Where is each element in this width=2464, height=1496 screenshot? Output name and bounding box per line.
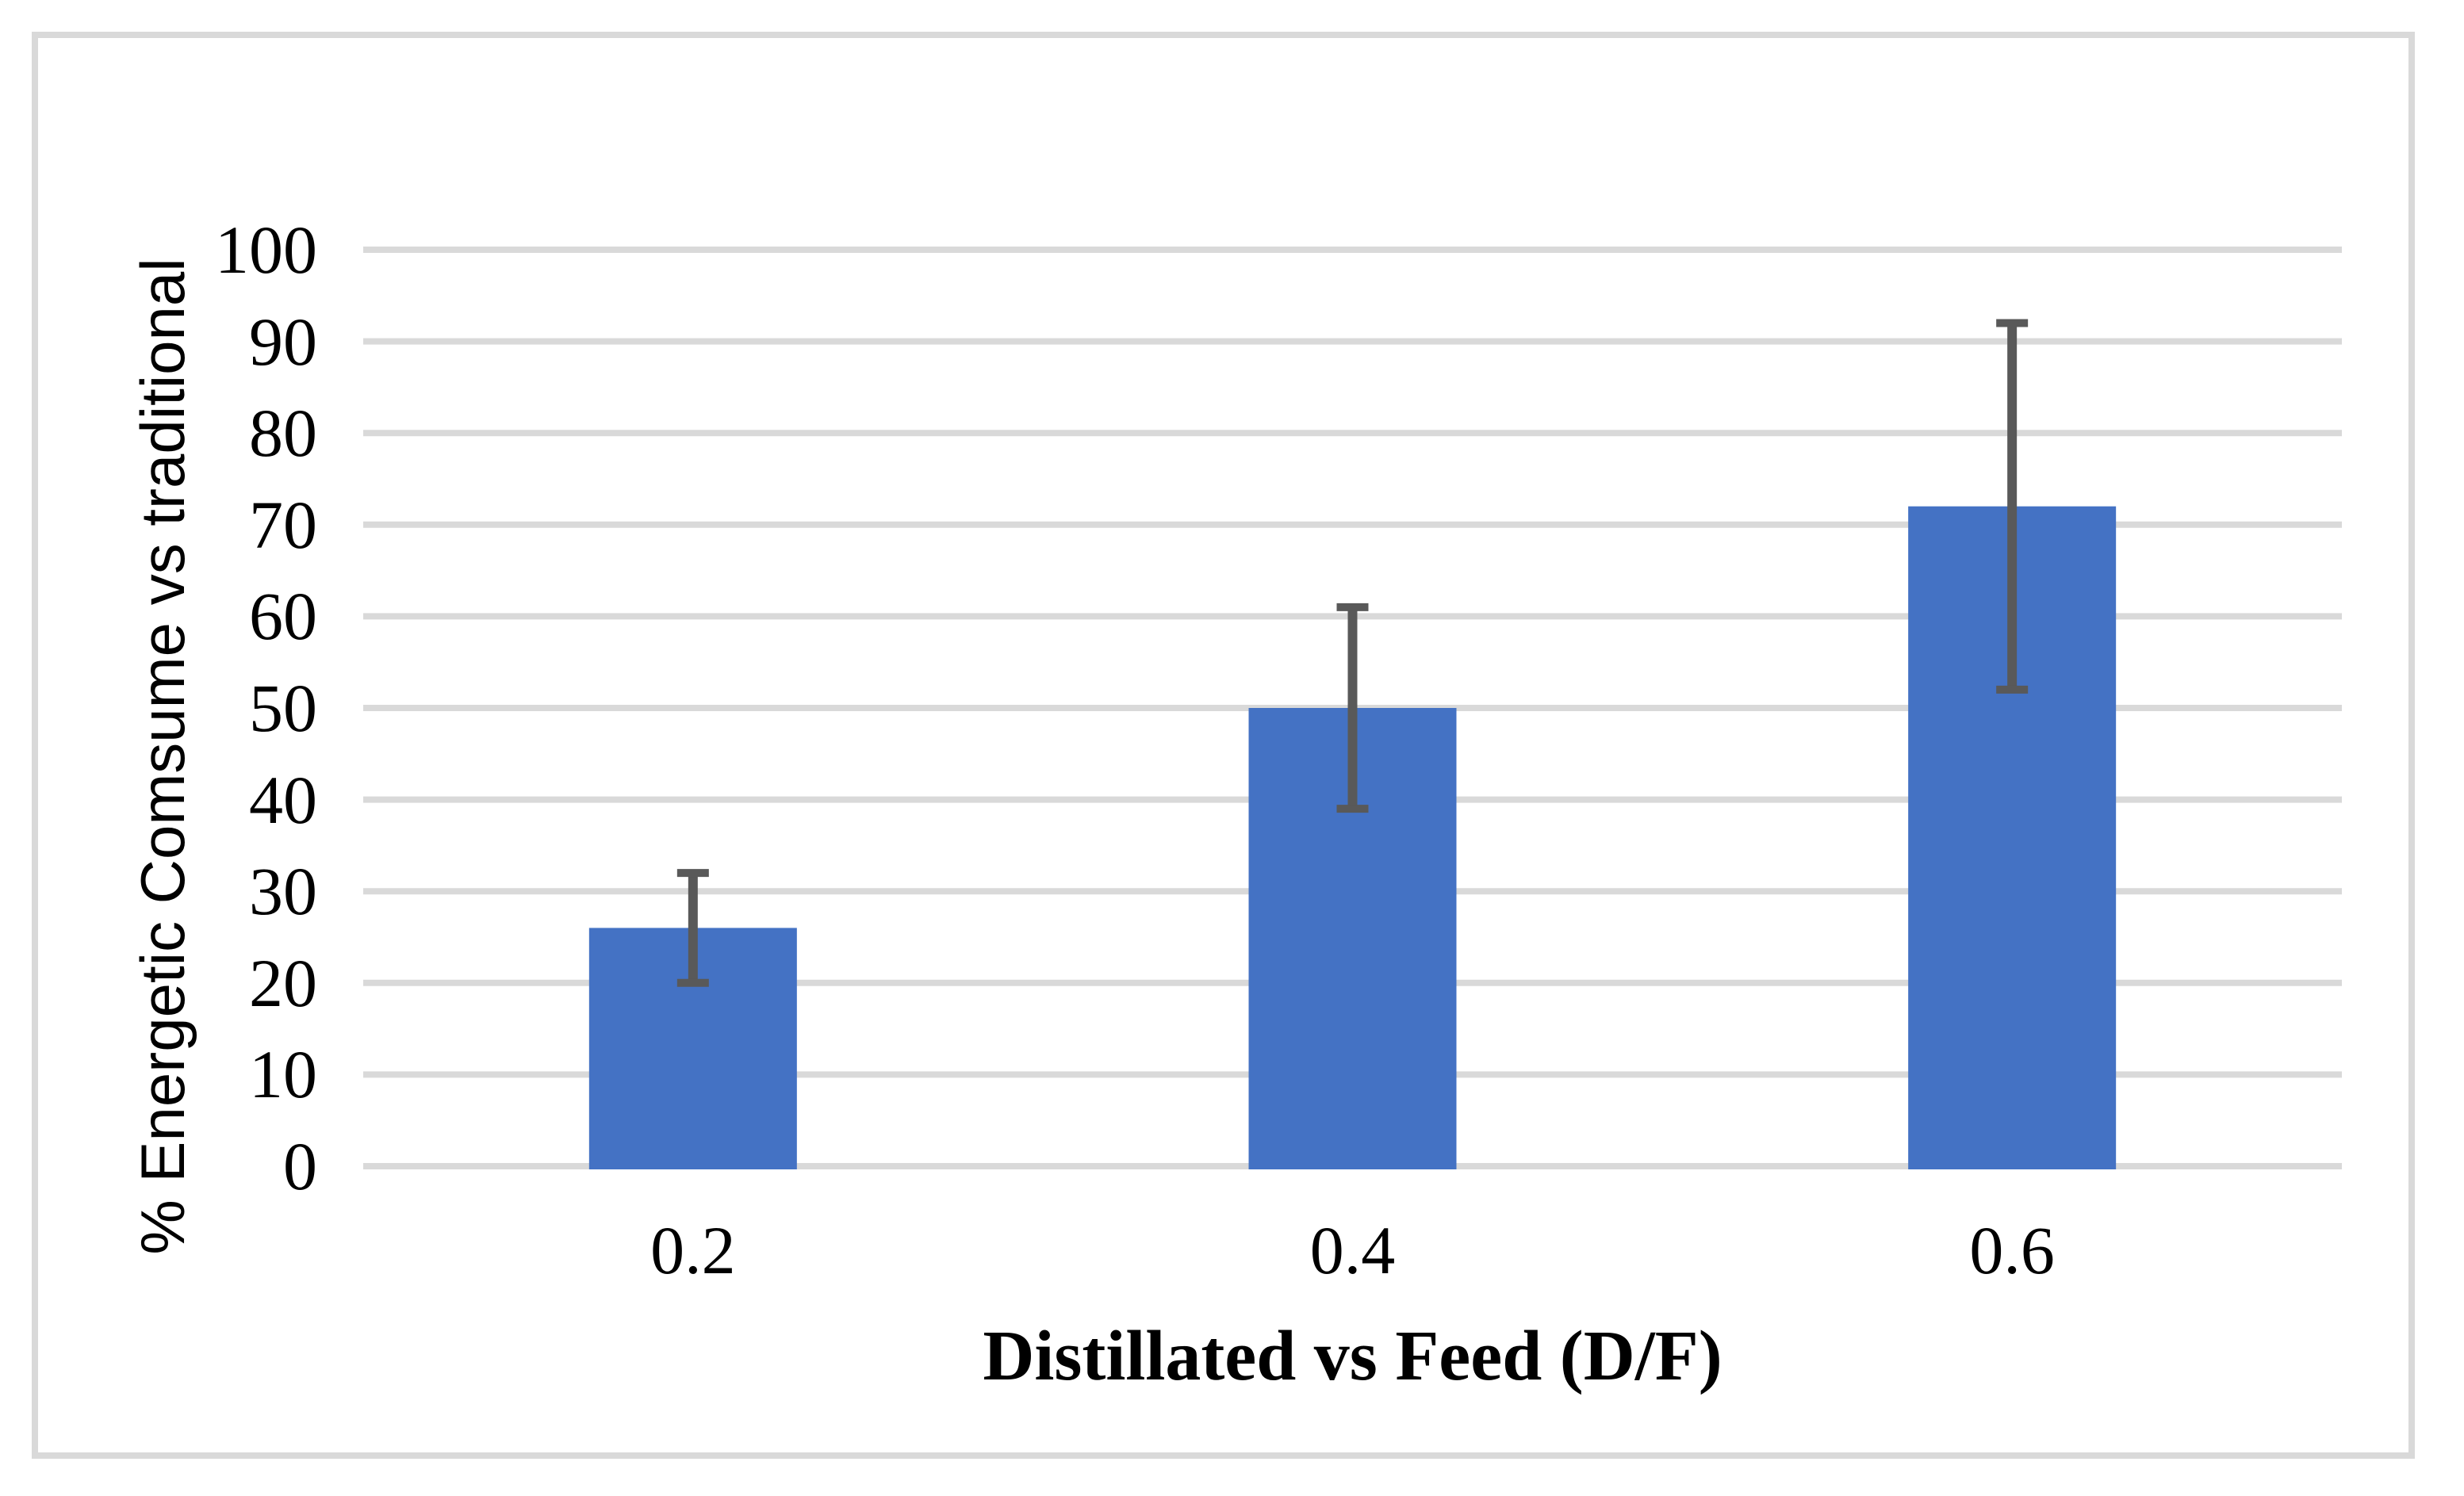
y-tick-label-100: 100 <box>215 212 317 288</box>
x-category-label-0.4: 0.4 <box>1309 1212 1396 1288</box>
y-tick-label-0: 0 <box>283 1128 317 1204</box>
y-tick-label-30: 30 <box>249 853 317 930</box>
x-axis-title: Distillated vs Feed (D/F) <box>983 1317 1723 1395</box>
y-tick-label-90: 90 <box>249 303 317 380</box>
x-category-label-0.2: 0.2 <box>650 1212 736 1288</box>
figure-border <box>32 32 2415 1459</box>
y-tick-label-20: 20 <box>249 944 317 1021</box>
y-tick-label-70: 70 <box>249 486 317 563</box>
x-category-label-0.6: 0.6 <box>1969 1212 2055 1288</box>
y-tick-label-40: 40 <box>249 761 317 838</box>
y-tick-label-60: 60 <box>249 578 317 655</box>
y-axis-title: % Energetic Comsume vs traditional <box>128 258 197 1255</box>
y-tick-label-10: 10 <box>249 1036 317 1113</box>
y-tick-label-50: 50 <box>249 670 317 746</box>
y-tick-label-80: 80 <box>249 395 317 472</box>
